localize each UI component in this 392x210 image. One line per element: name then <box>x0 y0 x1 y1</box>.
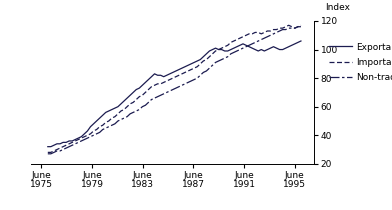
Non-tradable <box>45 152 50 155</box>
Non-tradable <box>171 88 175 91</box>
Line: Exportable: Exportable <box>48 41 301 147</box>
Importable <box>287 24 291 26</box>
Importable <box>299 24 303 26</box>
Non-tradable <box>296 25 300 28</box>
Importable <box>250 33 254 35</box>
Exportable <box>49 145 53 148</box>
Importable <box>238 37 242 39</box>
Non-tradable <box>299 25 303 28</box>
Importable <box>171 77 175 79</box>
Importable <box>45 151 50 154</box>
Line: Non-tradable: Non-tradable <box>48 27 301 154</box>
Non-tradable <box>49 152 53 155</box>
Exportable <box>299 40 303 42</box>
Non-tradable <box>250 43 254 45</box>
Importable <box>61 145 65 148</box>
Exportable <box>61 141 65 144</box>
Non-tradable <box>238 48 242 51</box>
Non-tradable <box>158 94 163 97</box>
Non-tradable <box>61 148 65 151</box>
Exportable <box>158 74 163 76</box>
Legend: Exportable, Importable, Non-tradable: Exportable, Importable, Non-tradable <box>329 43 392 82</box>
Exportable <box>238 44 242 47</box>
Exportable <box>250 47 254 49</box>
Exportable <box>45 145 50 148</box>
Importable <box>158 83 163 85</box>
Importable <box>49 151 53 154</box>
Line: Importable: Importable <box>48 25 301 152</box>
Text: Index: Index <box>325 3 350 12</box>
Exportable <box>171 71 175 74</box>
